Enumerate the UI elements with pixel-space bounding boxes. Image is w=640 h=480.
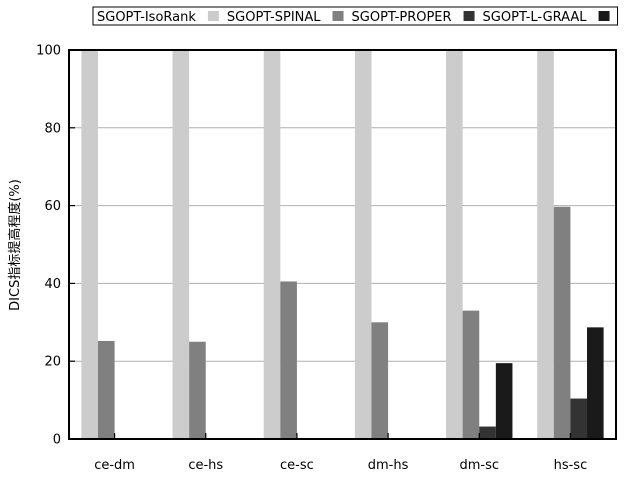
bar — [570, 398, 588, 439]
y-tick-label: 80 — [44, 121, 61, 136]
bar — [462, 310, 480, 439]
x-tick-label: ce-hs — [188, 458, 223, 473]
bar — [280, 281, 297, 439]
legend-label: SGOPT-SPINAL — [227, 10, 321, 25]
legend-label: SGOPT-L-GRAAL — [483, 10, 588, 25]
bar — [479, 426, 496, 439]
x-tick-label: dm-sc — [459, 458, 499, 473]
legend-swatch — [332, 11, 344, 21]
y-tick-label: 100 — [36, 44, 61, 59]
legend-label: SGOPT-PROPER — [352, 10, 452, 25]
y-tick-label: 0 — [53, 433, 61, 448]
plot-frame — [68, 49, 617, 440]
bar — [371, 322, 389, 439]
legend-label: SGOPT-IsoRank — [97, 10, 196, 25]
legend-swatch — [207, 11, 219, 21]
legend: SGOPT-IsoRank SGOPT-SPINAL SGOPT-PROPER SGO… — [92, 6, 619, 26]
bar — [587, 327, 604, 439]
y-axis-title: DICS指标提高程度(%) — [7, 179, 23, 311]
x-tick-label: dm-hs — [368, 458, 409, 473]
y-tick-label: 60 — [44, 199, 61, 214]
bar — [189, 341, 206, 439]
bar — [446, 50, 463, 439]
bar — [537, 50, 554, 439]
y-tick-label: 20 — [44, 355, 61, 370]
bar — [97, 340, 115, 439]
bars — [81, 50, 604, 439]
bar — [81, 50, 98, 439]
axes — [68, 49, 617, 440]
legend-box — [92, 6, 619, 26]
grid-lines — [69, 127, 616, 362]
bar — [263, 50, 281, 439]
legend-swatch — [598, 11, 610, 21]
x-tick-label: hs-sc — [554, 458, 588, 473]
x-tick-label: ce-sc — [280, 458, 314, 473]
bar — [495, 363, 513, 439]
bar — [553, 206, 571, 439]
x-tick-label: ce-dm — [94, 458, 135, 473]
legend-swatch — [463, 11, 475, 21]
bar — [354, 50, 372, 439]
y-tick-label: 40 — [44, 277, 61, 292]
tick-labels: 0 20 40 60 80 100 ce-dm ce-hs ce-sc dm-hs dm-sc hs-… — [36, 44, 587, 474]
bar — [172, 50, 190, 439]
